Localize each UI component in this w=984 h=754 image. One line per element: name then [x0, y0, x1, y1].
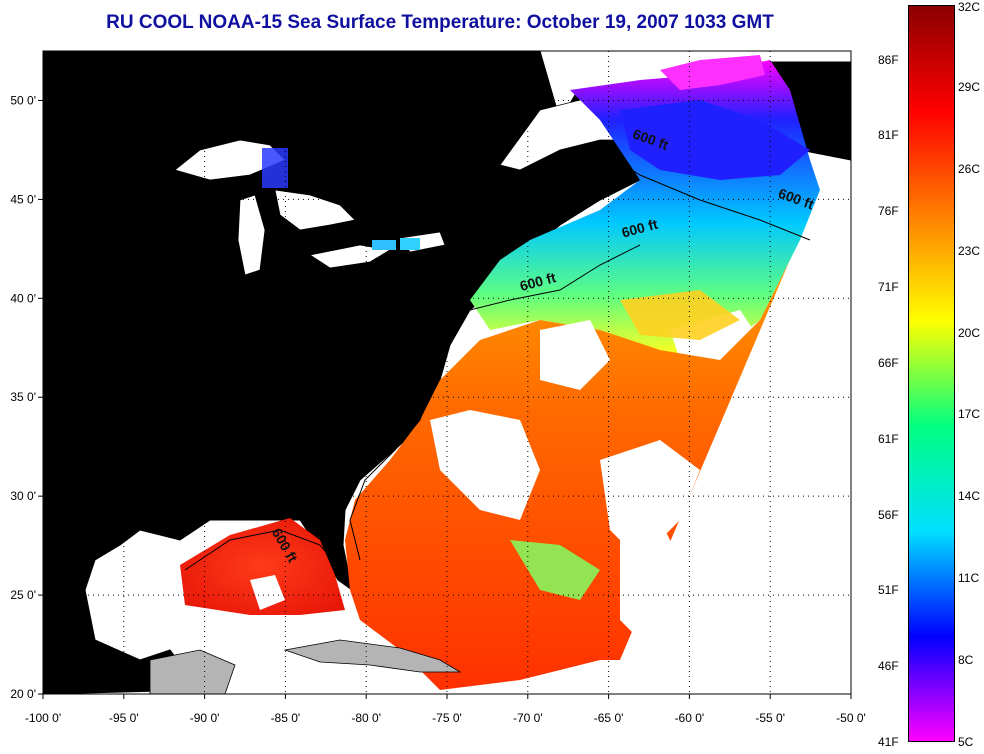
fahrenheit-label: 76F [878, 204, 899, 219]
celsius-label: 32C [958, 0, 981, 14]
lon-tick-label: -55 0' [755, 711, 785, 725]
cloud-mask-1 [430, 410, 540, 520]
sst-blue-strip [620, 100, 810, 180]
lat-tick-label: 50 0' [10, 93, 36, 107]
cloud-mask-2 [540, 320, 610, 390]
lon-tick-label: -60 0' [675, 711, 705, 725]
lake-ontario-sst [400, 238, 420, 250]
sst-green-patch [510, 540, 600, 600]
celsius-label: 23C [958, 243, 981, 258]
swath-edge-blank [600, 170, 851, 694]
lon-tick-label: -80 0' [351, 711, 381, 725]
celsius-label: 11C [958, 571, 980, 586]
lon-tick-label: -95 0' [109, 711, 139, 725]
lat-tick-label: 20 0' [10, 687, 36, 701]
fahrenheit-label: 46F [878, 659, 899, 674]
lat-tick-label: 40 0' [10, 291, 36, 305]
sst-map: -100 0' -95 0' -90 0' -85 0' -80 0' -75 0' -70… [10, 50, 866, 725]
great-lakes [174, 139, 446, 291]
sst-colorbar [908, 5, 955, 742]
longitude-axis: -100 0' -95 0' -90 0' -85 0' -80 0' -75 0' -70… [25, 694, 866, 725]
fahrenheit-label: 41F [878, 735, 899, 749]
cloud-mask-gulf [250, 575, 285, 610]
celsius-label: 8C [958, 653, 974, 668]
celsius-label: 29C [958, 79, 981, 94]
sst-gulf-of-mexico [180, 518, 345, 615]
lake-erie-sst [372, 240, 396, 250]
fahrenheit-label: 51F [878, 583, 899, 598]
sst-atlantic-swath [345, 260, 790, 690]
lat-tick-label: 25 0' [10, 588, 36, 602]
lon-tick-label: -50 0' [836, 711, 866, 725]
yucatan-land [149, 649, 236, 695]
fahrenheit-label: 71F [878, 280, 899, 295]
cloud-mask-3 [600, 440, 700, 560]
lon-tick-label: -65 0' [594, 711, 624, 725]
lat-lon-grid [43, 51, 851, 694]
cloud-mask-4 [620, 520, 680, 640]
sst-yellow-patch [620, 290, 740, 340]
sst-cold-strip [660, 55, 765, 90]
lon-tick-label: -85 0' [271, 711, 301, 725]
isobath-600ft [184, 149, 811, 576]
fahrenheit-label: 86F [878, 52, 899, 67]
cuba-land [283, 639, 462, 673]
celsius-label: 26C [958, 161, 981, 176]
lat-tick-label: 45 0' [10, 192, 36, 206]
lon-tick-label: -70 0' [513, 711, 543, 725]
fahrenheit-label: 66F [878, 355, 899, 370]
fahrenheit-label: 56F [878, 507, 899, 522]
latitude-axis: 20 0' 25 0' 30 0' 35 0' 40 0' 45 0' 50 0' [10, 93, 43, 701]
lat-tick-label: 30 0' [10, 489, 36, 503]
lon-tick-label: -75 0' [432, 711, 462, 725]
lon-tick-label: -100 0' [25, 711, 61, 725]
fahrenheit-label: 61F [878, 431, 899, 446]
lon-tick-label: -90 0' [190, 711, 220, 725]
celsius-label: 17C [958, 407, 981, 422]
celsius-label: 20C [958, 325, 981, 340]
lake-superior-sst [262, 148, 288, 188]
lat-tick-label: 35 0' [10, 390, 36, 404]
map-title: RU COOL NOAA-15 Sea Surface Temperature:… [106, 12, 774, 33]
celsius-label: 14C [958, 489, 981, 504]
celsius-label: 5C [958, 735, 974, 749]
fahrenheit-label: 81F [878, 128, 899, 143]
